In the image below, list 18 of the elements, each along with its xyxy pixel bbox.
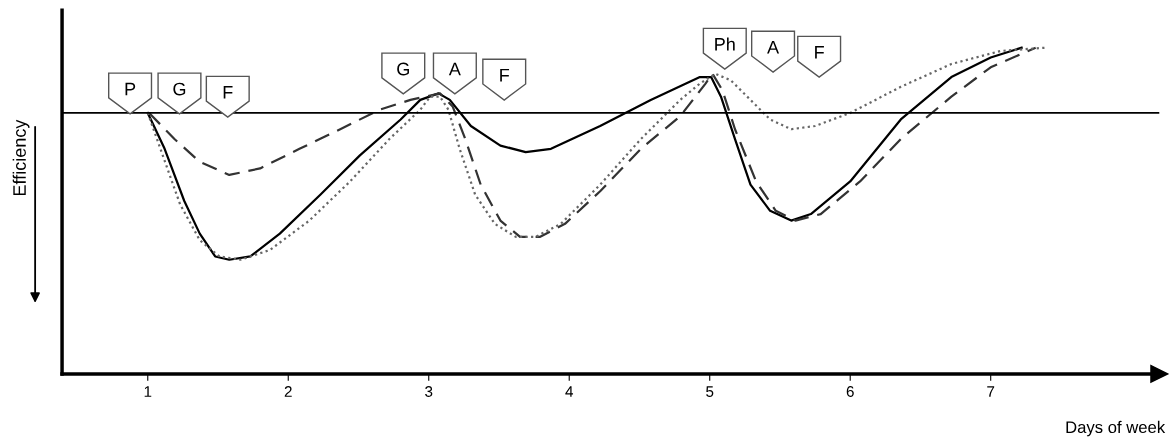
- x-tick-label: 4: [565, 386, 574, 397]
- annotation: F: [815, 46, 824, 59]
- x-tick-label: 1: [144, 386, 152, 397]
- x-tick-label: 5: [706, 386, 714, 397]
- annotation: P: [125, 82, 136, 96]
- annotation: G: [397, 62, 409, 76]
- x-tick-label: 3: [425, 386, 433, 397]
- annotation: Ph: [715, 37, 735, 51]
- annotation: A: [767, 40, 780, 54]
- annotation: A: [448, 62, 461, 76]
- annotation: F: [500, 68, 510, 82]
- x-axis-title: Days of week: [1066, 420, 1166, 437]
- x-tick-label: 2: [284, 386, 292, 397]
- annotation: F: [223, 86, 233, 99]
- y-axis-title: Efficiency: [12, 119, 30, 196]
- annotation: G: [173, 82, 186, 96]
- x-tick-label: 6: [846, 386, 854, 397]
- x-tick-label: 7: [987, 386, 995, 397]
